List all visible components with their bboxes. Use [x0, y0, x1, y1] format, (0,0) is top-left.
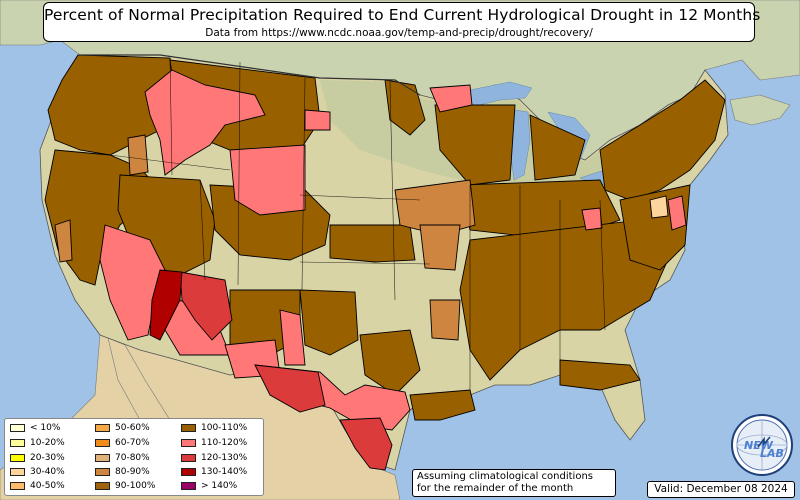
map-title: Percent of Normal Precipitation Required… [44, 6, 761, 24]
legend-swatch [10, 424, 25, 432]
legend-label: 10-20% [30, 438, 65, 448]
drought-30-40-patch [649, 195, 669, 219]
legend-item: 90-100% [95, 481, 155, 492]
legend-item: 20-30% [10, 453, 65, 464]
legend-swatch [95, 439, 110, 447]
legend-item: > 140% [181, 481, 237, 492]
legend-item: 50-60% [95, 423, 150, 434]
legend-swatch [181, 424, 196, 432]
legend: < 10% 10-20% 20-30% 30-40% 40-50% 50-60%… [4, 418, 264, 496]
legend-swatch [10, 439, 25, 447]
legend-label: 100-110% [201, 423, 248, 433]
logo-text-2: LAB [760, 447, 784, 460]
legend-item: 130-140% [181, 467, 247, 478]
legend-item: 120-130% [181, 453, 247, 464]
legend-item: 110-120% [181, 438, 247, 449]
legend-label: 80-90% [115, 467, 150, 477]
legend-swatch [95, 424, 110, 432]
legend-item: 60-70% [95, 438, 150, 449]
legend-item: 30-40% [10, 467, 65, 478]
legend-label: 50-60% [115, 423, 150, 433]
drought-120-130 [179, 271, 393, 471]
legend-label: 120-130% [201, 453, 248, 463]
legend-label: 60-70% [115, 438, 150, 448]
legend-swatch [181, 454, 196, 462]
drought-130-140 [149, 269, 183, 341]
drought-80-90 [54, 134, 476, 341]
legend-label: 110-120% [201, 438, 248, 448]
legend-swatch [181, 439, 196, 447]
note-line-2: for the remainder of the month [417, 483, 574, 494]
legend-item: 10-20% [10, 438, 65, 449]
legend-label: 90-100% [115, 481, 156, 491]
legend-swatch [10, 468, 25, 476]
us-canada-border [78, 54, 421, 96]
legend-swatch [95, 454, 110, 462]
legend-label: 20-30% [30, 453, 65, 463]
legend-item: < 10% [10, 423, 60, 434]
legend-swatch [10, 454, 25, 462]
nexlab-logo: NEW LAB [731, 414, 793, 476]
note-line-1: Assuming climatological conditions [417, 471, 593, 482]
legend-swatch [95, 468, 110, 476]
legend-swatch [181, 482, 196, 490]
legend-item: 70-80% [95, 453, 150, 464]
assumption-note: Assuming climatological conditions for t… [412, 469, 616, 497]
legend-item: 100-110% [181, 423, 247, 434]
legend-label: 70-80% [115, 453, 150, 463]
map-subtitle: Data from https://www.ncdc.noaa.gov/temp… [205, 27, 593, 39]
legend-label: > 140% [201, 481, 238, 491]
legend-swatch [181, 468, 196, 476]
legend-item: 40-50% [10, 481, 65, 492]
legend-label: 30-40% [30, 467, 65, 477]
valid-date: Valid: December 08 2024 [647, 481, 795, 498]
state-boundaries [109, 57, 606, 390]
legend-label: < 10% [30, 423, 61, 433]
legend-label: 130-140% [201, 467, 248, 477]
legend-swatch [10, 482, 25, 490]
drought-100-110 [44, 54, 726, 421]
title-box: Percent of Normal Precipitation Required… [43, 2, 761, 42]
legend-item: 80-90% [95, 467, 150, 478]
legend-label: 40-50% [30, 481, 65, 491]
legend-swatch [95, 482, 110, 490]
maritimes [729, 94, 791, 126]
